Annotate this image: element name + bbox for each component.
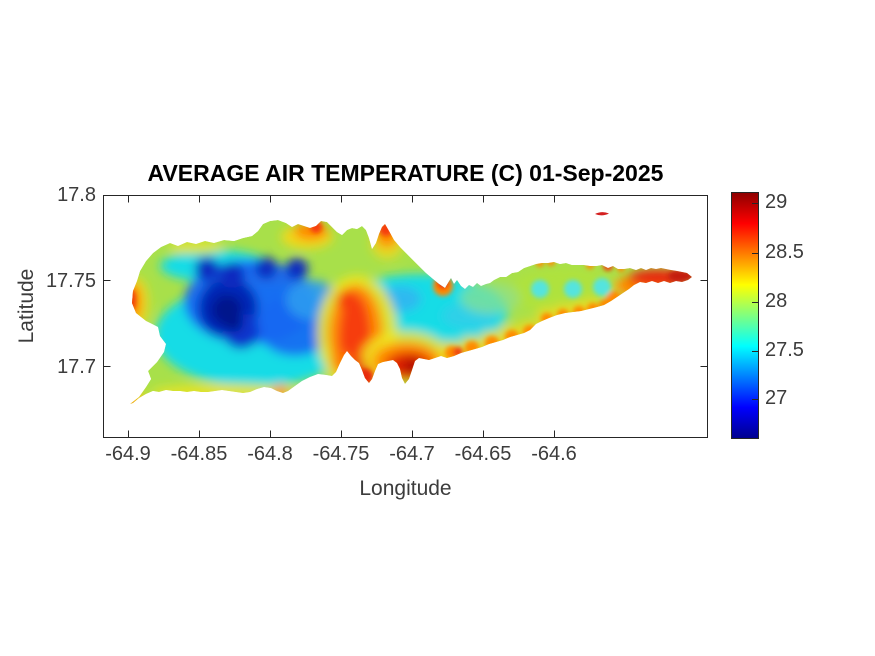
x-tick-label: -64.6 xyxy=(531,443,577,465)
x-axis-label: Longitude xyxy=(359,477,452,500)
x-tick-label: -64.7 xyxy=(389,443,435,465)
colorbar-tick xyxy=(752,302,758,303)
axes-box-and-ticks xyxy=(103,195,708,438)
y-tick-label: 17.75 xyxy=(45,270,96,292)
colorbar-tick xyxy=(752,203,758,204)
colorbar-tick xyxy=(752,399,758,400)
colorbar-tick-label: 27 xyxy=(765,387,788,409)
colorbar xyxy=(731,192,759,439)
islet-heat-patch xyxy=(595,212,609,216)
colorbar-tick-label: 29 xyxy=(765,191,788,213)
colorbar-tick-label: 28 xyxy=(765,290,788,312)
y-tick-label: 17.8 xyxy=(57,184,96,206)
x-tick-label: -64.65 xyxy=(454,443,512,465)
colorbar-tick xyxy=(752,253,758,254)
colorbar-tick-label: 28.5 xyxy=(765,241,804,263)
x-tick-label: -64.75 xyxy=(312,443,370,465)
island-heatmap xyxy=(130,220,692,404)
x-tick-label: -64.8 xyxy=(247,443,293,465)
y-tick-label: 17.7 xyxy=(57,356,96,378)
x-tick-label: -64.9 xyxy=(105,443,151,465)
chart-title: AVERAGE AIR TEMPERATURE (C) 01-Sep-2025 xyxy=(147,160,664,186)
colorbar-tick xyxy=(752,351,758,352)
x-tick-label: -64.85 xyxy=(170,443,228,465)
colorbar-tick-label: 27.5 xyxy=(765,339,804,361)
